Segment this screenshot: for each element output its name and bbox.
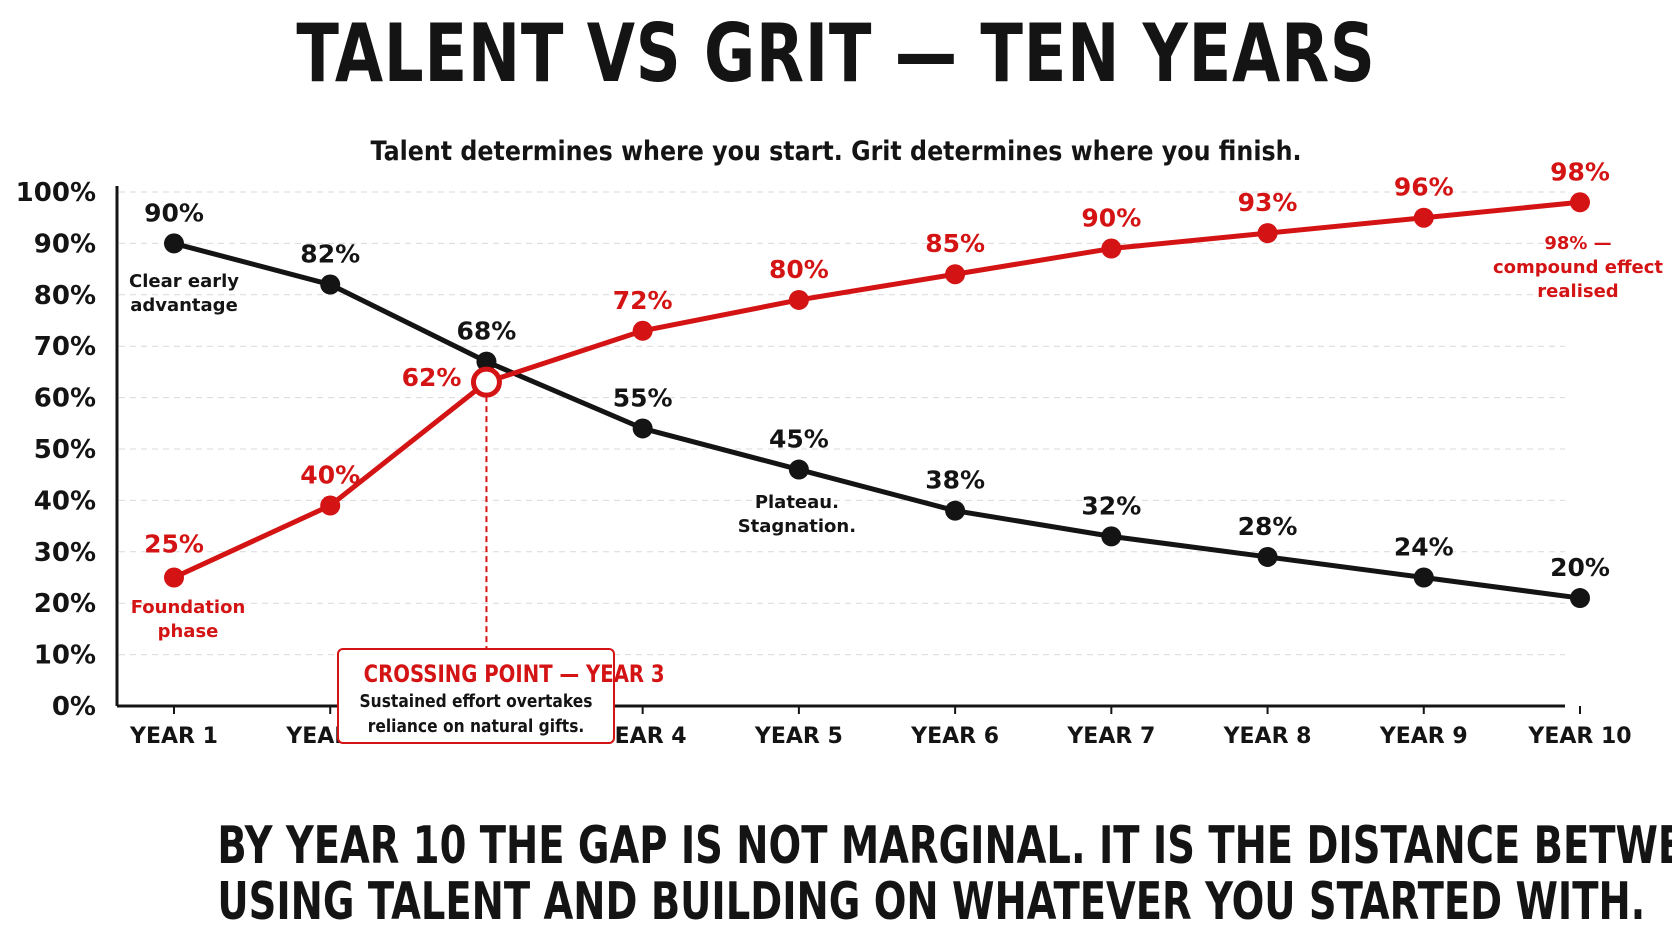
talent-point <box>164 233 184 254</box>
x-tick-label: YEAR 1 <box>129 724 218 749</box>
grit-point <box>1101 238 1122 259</box>
chart-title: TALENT VS GRIT — TEN YEARS <box>296 7 1376 100</box>
grit-data-label: 98% <box>1550 157 1610 186</box>
grit-data-label: 90% <box>1081 204 1141 233</box>
x-tick-label: YEAR 9 <box>1379 724 1468 749</box>
talent-point <box>945 500 966 521</box>
grit-data-label: 72% <box>613 286 673 315</box>
footer-statement: BY YEAR 10 THE GAP IS NOT MARGINAL. IT I… <box>217 816 1672 932</box>
grit-point <box>1413 207 1434 228</box>
callout-line-2: reliance on natural gifts. <box>367 716 585 737</box>
crossing-point-callout: CROSSING POINT — YEAR 3 Sustained effort… <box>337 648 665 744</box>
talent-point <box>632 418 653 439</box>
grit-point <box>632 320 653 341</box>
talent-data-label: 32% <box>1081 491 1141 520</box>
callout-title: CROSSING POINT — YEAR 3 <box>363 660 665 688</box>
grit-data-label: 25% <box>144 530 204 559</box>
annotation-grit-end: compound effect <box>1493 257 1663 278</box>
grit-point <box>945 264 966 285</box>
grit-point <box>164 567 184 588</box>
callout-line-1: Sustained effort overtakes <box>359 691 593 712</box>
annotation-grit-end: 98% — <box>1544 233 1611 254</box>
y-tick-label: 90% <box>34 229 96 259</box>
x-tick-label: YEAR 8 <box>1223 724 1312 749</box>
talent-data-label: 24% <box>1394 533 1454 562</box>
talent-data-label: 90% <box>144 198 204 227</box>
y-tick-label: 60% <box>34 384 96 414</box>
talent-point <box>476 351 497 372</box>
annotation-talent-plateau: Stagnation. <box>738 516 856 537</box>
y-tick-label: 30% <box>34 538 96 568</box>
grit-data-label: 85% <box>925 229 985 258</box>
talent-data-label: 38% <box>925 466 985 495</box>
talent-data-label: 20% <box>1550 553 1610 582</box>
annotation-grit-start: Foundation <box>131 597 246 618</box>
footer-line-1: BY YEAR 10 THE GAP IS NOT MARGINAL. IT I… <box>217 816 1672 876</box>
annotation-talent-plateau: Plateau. <box>755 492 839 513</box>
annotation-grit-start: phase <box>158 621 219 642</box>
grit-point <box>1257 223 1278 244</box>
grit-data-label: 80% <box>769 255 829 284</box>
grit-data-label: 93% <box>1238 188 1298 217</box>
chart-subtitle: Talent determines where you start. Grit … <box>370 136 1302 167</box>
talent-point <box>1570 588 1590 609</box>
crossing-point-marker <box>470 366 502 398</box>
y-tick-label: 40% <box>34 486 96 516</box>
grit-data-label: 40% <box>300 461 360 490</box>
y-tick-label: 50% <box>34 435 96 465</box>
footer-line-2: USING TALENT AND BUILDING ON WHATEVER YO… <box>217 872 1646 932</box>
talent-data-label: 28% <box>1238 512 1298 541</box>
y-tick-label: 0% <box>52 692 96 722</box>
talent-data-label: 82% <box>300 240 360 269</box>
grit-point <box>1570 192 1590 213</box>
y-tick-label: 80% <box>34 281 96 311</box>
talent-point <box>1413 567 1434 588</box>
talent-point <box>320 274 341 295</box>
y-tick-label: 20% <box>34 589 96 619</box>
annotation-talent-start: advantage <box>130 295 238 316</box>
talent-point <box>1101 526 1122 547</box>
annotation-talent-start: Clear early <box>129 271 239 292</box>
talent-point <box>1257 546 1278 567</box>
x-tick-label: YEAR 6 <box>910 724 999 749</box>
annotation-grit-end: realised <box>1537 281 1618 302</box>
talent-data-label: 68% <box>457 317 517 346</box>
talent-line <box>171 240 1583 601</box>
talent-data-label: 45% <box>769 425 829 454</box>
grit-line <box>171 199 1583 580</box>
grit-data-label: 96% <box>1394 173 1454 202</box>
talent-point <box>788 459 809 480</box>
x-tick-label: YEAR 10 <box>1527 724 1631 749</box>
x-tick-label: YEAR 7 <box>1066 724 1155 749</box>
y-tick-label: 10% <box>34 641 96 671</box>
talent-data-label: 55% <box>613 383 673 412</box>
grit-data-label: 62% <box>402 363 462 392</box>
grit-point <box>320 495 341 516</box>
grit-point <box>788 289 809 310</box>
x-tick-label: YEAR 5 <box>754 724 843 749</box>
y-tick-label: 100% <box>16 178 96 208</box>
y-tick-label: 70% <box>34 332 96 362</box>
